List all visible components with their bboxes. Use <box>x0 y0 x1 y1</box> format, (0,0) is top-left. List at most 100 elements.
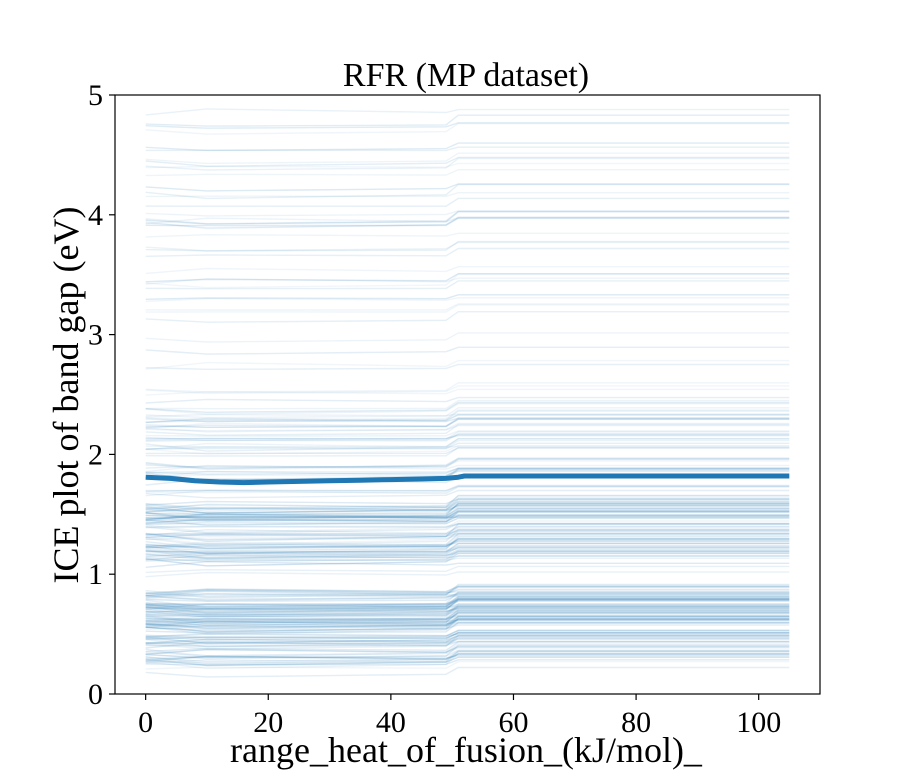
ice-line <box>145 413 790 423</box>
ice-line <box>145 410 790 423</box>
ice-line <box>145 489 790 499</box>
ice-line <box>145 529 790 541</box>
ice-line <box>145 433 790 442</box>
ice-line <box>145 183 790 192</box>
ice-line <box>145 599 790 613</box>
ice-line <box>145 498 790 506</box>
ice-line <box>145 598 790 614</box>
ice-line <box>145 363 790 371</box>
ice-line <box>145 550 790 559</box>
ice-line <box>145 467 790 475</box>
ice-line <box>145 523 790 542</box>
ice-line <box>145 618 790 628</box>
ice-line <box>145 444 790 455</box>
ice-line <box>145 549 790 561</box>
ice-line <box>145 413 790 418</box>
y-tick-label: 1 <box>88 558 103 591</box>
ice-line <box>145 501 790 514</box>
ice-line <box>145 632 790 641</box>
ice-line <box>145 508 790 518</box>
ice-line <box>145 635 790 648</box>
ice-line <box>145 615 790 629</box>
ice-line <box>145 590 790 599</box>
ice-line <box>145 385 790 395</box>
ice-line <box>145 541 790 548</box>
ice-line <box>145 211 790 225</box>
ice-line <box>145 631 790 645</box>
ice-line <box>145 612 790 622</box>
ice-line <box>145 359 790 370</box>
ice-line <box>145 280 790 290</box>
ice-line <box>145 513 790 521</box>
ice-line <box>145 508 790 520</box>
ice-line <box>145 399 790 410</box>
y-tick-label: 5 <box>88 79 103 112</box>
ice-line <box>145 644 790 659</box>
ice-line <box>145 511 790 522</box>
ice-line <box>145 146 790 152</box>
ice-line <box>145 617 790 625</box>
ice-line <box>145 216 790 230</box>
ice-line <box>145 485 790 494</box>
ice-line <box>145 592 790 602</box>
ice-line <box>145 659 790 666</box>
ice-line <box>145 555 790 567</box>
ice-line <box>145 540 790 550</box>
ice-line <box>145 571 790 578</box>
x-tick-label: 0 <box>138 706 153 739</box>
ice-line <box>145 614 790 620</box>
ice-line <box>145 635 790 650</box>
ice-line <box>145 544 790 555</box>
ice-line <box>145 585 790 594</box>
y-tick-label: 4 <box>88 199 103 232</box>
ice-line <box>145 241 790 252</box>
ice-line <box>145 597 790 608</box>
ice-line <box>145 504 790 513</box>
ice-line <box>145 550 790 560</box>
ice-line <box>145 598 790 605</box>
y-axis-ticks: 0 1 2 3 4 5 <box>88 79 115 711</box>
ice-line <box>145 504 790 516</box>
ice-line <box>145 585 790 597</box>
ice-line <box>145 644 790 659</box>
ice-line <box>145 197 790 207</box>
ice-line <box>145 503 790 518</box>
ice-line <box>145 552 790 558</box>
ice-line <box>145 542 790 558</box>
ice-line <box>145 458 790 469</box>
ice-line <box>145 266 790 275</box>
ice-line <box>145 534 790 550</box>
ice-line <box>145 635 790 644</box>
ice-line <box>145 430 790 437</box>
ice-line <box>145 599 790 611</box>
ice-line <box>145 142 790 152</box>
ice-line <box>145 554 790 561</box>
ice-line <box>145 551 790 559</box>
ice-line <box>145 605 790 610</box>
ice-line <box>145 523 790 529</box>
ice-line <box>145 593 790 600</box>
ice-line <box>145 346 790 355</box>
ice-line <box>145 612 790 621</box>
ice-line <box>145 652 790 664</box>
ice-line <box>145 557 790 562</box>
ice-line <box>145 653 790 662</box>
ice-line <box>145 247 790 257</box>
ice-line <box>145 517 790 526</box>
ice-line <box>145 600 790 614</box>
ice-line <box>145 502 790 513</box>
ice-line <box>145 382 790 393</box>
ice-line <box>145 653 790 663</box>
ice-line <box>145 600 790 607</box>
ice-line <box>145 513 790 521</box>
ice-line <box>145 638 790 644</box>
ice-line <box>145 418 790 428</box>
x-axis-ticks: 0 20 40 60 80 100 <box>138 694 781 739</box>
ice-line <box>145 297 790 302</box>
ice-line <box>145 534 790 541</box>
ice-line <box>145 277 790 285</box>
ice-line <box>145 396 790 404</box>
ice-line <box>145 653 790 663</box>
ice-line <box>145 437 790 452</box>
ice-line <box>145 503 790 516</box>
